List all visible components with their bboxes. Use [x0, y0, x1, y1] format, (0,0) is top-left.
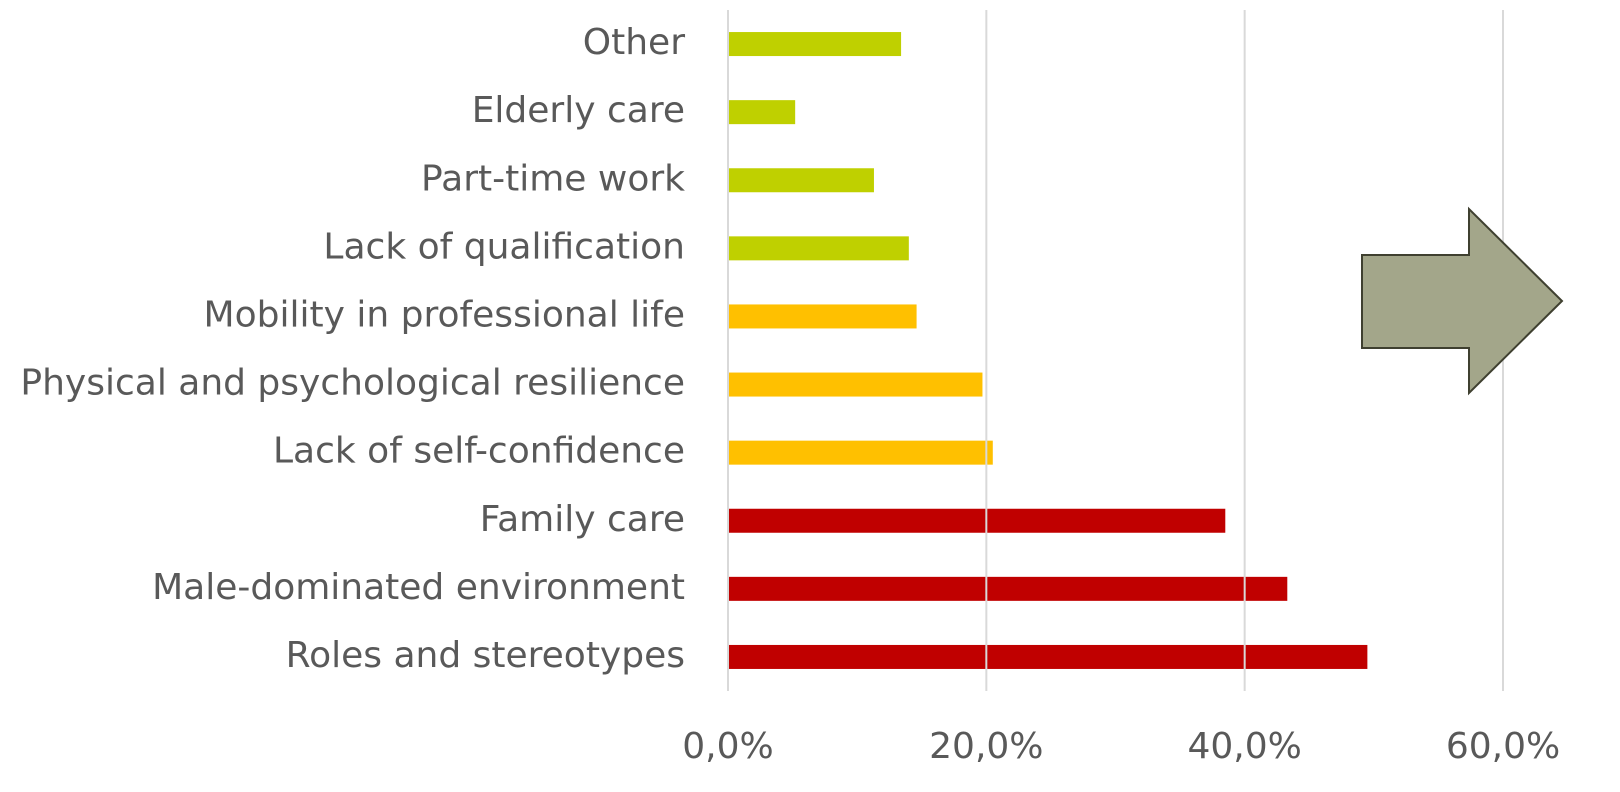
- y-tick-label: Male-dominated environment: [152, 567, 685, 608]
- bar: [728, 440, 993, 465]
- bar: [728, 644, 1368, 669]
- y-tick-label: Other: [583, 22, 685, 63]
- x-tick-label: 0,0%: [682, 726, 773, 767]
- x-tick-label: 40,0%: [1187, 726, 1301, 767]
- x-tick-label: 20,0%: [929, 726, 1043, 767]
- bar: [728, 100, 796, 125]
- bar: [728, 372, 983, 397]
- y-tick-label: Mobility in professional life: [204, 294, 685, 335]
- bar: [728, 168, 874, 193]
- y-tick-label: Elderly care: [472, 90, 685, 131]
- arrow: [1361, 206, 1564, 396]
- bar: [728, 32, 902, 57]
- y-tick-label: Roles and stereotypes: [286, 635, 685, 676]
- bar: [728, 304, 917, 329]
- y-tick-label: Lack of qualification: [323, 226, 685, 267]
- y-tick-label: Physical and psychological resilience: [20, 363, 685, 404]
- bar: [728, 508, 1226, 533]
- y-tick-label: Lack of self-confidence: [273, 431, 685, 472]
- x-tick-label: 60,0%: [1446, 726, 1560, 767]
- bar: [728, 576, 1288, 601]
- y-tick-label: Family care: [480, 499, 685, 540]
- bar: [728, 236, 909, 261]
- y-tick-label: Part-time work: [421, 158, 685, 199]
